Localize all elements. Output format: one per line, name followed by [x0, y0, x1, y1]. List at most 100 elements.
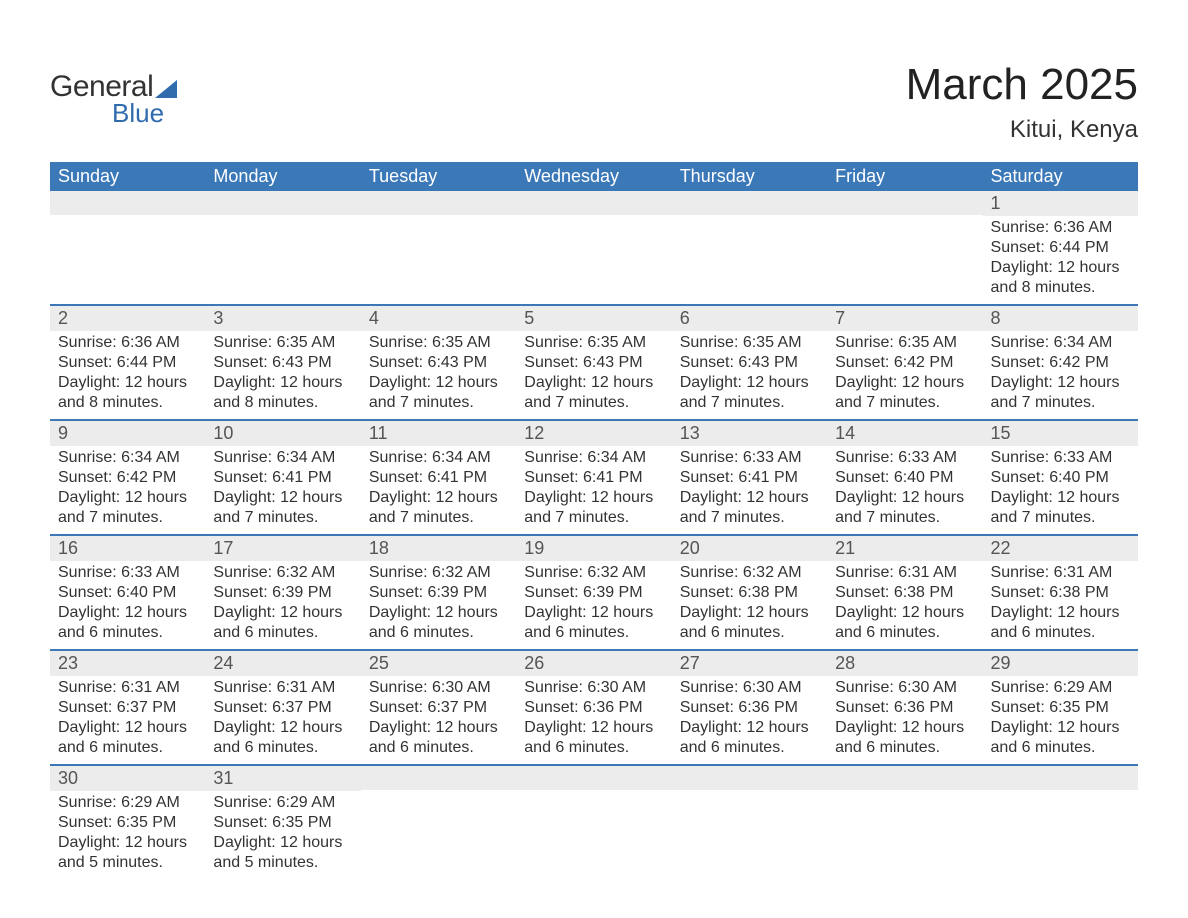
calendar-cell	[983, 765, 1138, 879]
day-body: Sunrise: 6:31 AMSunset: 6:38 PMDaylight:…	[827, 561, 982, 649]
day-number: 9	[50, 421, 205, 446]
sunrise-text: Sunrise: 6:35 AM	[524, 333, 663, 353]
sunrise-text: Sunrise: 6:29 AM	[991, 678, 1130, 698]
daylight-text: Daylight: 12 hours and 6 minutes.	[524, 718, 663, 758]
daylight-text: Daylight: 12 hours and 7 minutes.	[991, 373, 1130, 413]
sunrise-text: Sunrise: 6:35 AM	[369, 333, 508, 353]
calendar-cell: 13Sunrise: 6:33 AMSunset: 6:41 PMDayligh…	[672, 420, 827, 535]
weekday-header: Monday	[205, 162, 360, 191]
sunrise-text: Sunrise: 6:30 AM	[835, 678, 974, 698]
daylight-text: Daylight: 12 hours and 6 minutes.	[213, 718, 352, 758]
day-body: Sunrise: 6:35 AMSunset: 6:42 PMDaylight:…	[827, 331, 982, 419]
sunset-text: Sunset: 6:35 PM	[213, 813, 352, 833]
day-number: 14	[827, 421, 982, 446]
sunrise-text: Sunrise: 6:35 AM	[680, 333, 819, 353]
weekday-header: Wednesday	[516, 162, 671, 191]
sunset-text: Sunset: 6:35 PM	[991, 698, 1130, 718]
calendar-week-row: 9Sunrise: 6:34 AMSunset: 6:42 PMDaylight…	[50, 420, 1138, 535]
day-body: Sunrise: 6:29 AMSunset: 6:35 PMDaylight:…	[50, 791, 205, 879]
weekday-header: Tuesday	[361, 162, 516, 191]
day-number: 21	[827, 536, 982, 561]
daylight-text: Daylight: 12 hours and 6 minutes.	[835, 603, 974, 643]
day-number: 10	[205, 421, 360, 446]
sunset-text: Sunset: 6:43 PM	[524, 353, 663, 373]
sunrise-text: Sunrise: 6:36 AM	[991, 218, 1130, 238]
day-body: Sunrise: 6:29 AMSunset: 6:35 PMDaylight:…	[983, 676, 1138, 764]
day-body: Sunrise: 6:35 AMSunset: 6:43 PMDaylight:…	[672, 331, 827, 419]
sunset-text: Sunset: 6:40 PM	[991, 468, 1130, 488]
daylight-text: Daylight: 12 hours and 8 minutes.	[991, 258, 1130, 298]
sunset-text: Sunset: 6:36 PM	[680, 698, 819, 718]
month-title: March 2025	[906, 60, 1138, 110]
calendar-cell: 18Sunrise: 6:32 AMSunset: 6:39 PMDayligh…	[361, 535, 516, 650]
sunset-text: Sunset: 6:39 PM	[369, 583, 508, 603]
day-number-empty	[50, 191, 205, 215]
day-body: Sunrise: 6:33 AMSunset: 6:41 PMDaylight:…	[672, 446, 827, 534]
day-body: Sunrise: 6:31 AMSunset: 6:37 PMDaylight:…	[205, 676, 360, 764]
sunrise-text: Sunrise: 6:32 AM	[524, 563, 663, 583]
sunrise-text: Sunrise: 6:33 AM	[835, 448, 974, 468]
day-number: 27	[672, 651, 827, 676]
sunset-text: Sunset: 6:36 PM	[835, 698, 974, 718]
sunset-text: Sunset: 6:44 PM	[58, 353, 197, 373]
day-number: 3	[205, 306, 360, 331]
sunrise-text: Sunrise: 6:33 AM	[991, 448, 1130, 468]
daylight-text: Daylight: 12 hours and 6 minutes.	[835, 718, 974, 758]
sunrise-text: Sunrise: 6:31 AM	[835, 563, 974, 583]
day-number: 28	[827, 651, 982, 676]
day-body: Sunrise: 6:30 AMSunset: 6:36 PMDaylight:…	[516, 676, 671, 764]
calendar-cell: 15Sunrise: 6:33 AMSunset: 6:40 PMDayligh…	[983, 420, 1138, 535]
day-body-empty	[205, 215, 360, 291]
sunset-text: Sunset: 6:43 PM	[680, 353, 819, 373]
day-body: Sunrise: 6:34 AMSunset: 6:41 PMDaylight:…	[361, 446, 516, 534]
sunset-text: Sunset: 6:41 PM	[213, 468, 352, 488]
day-number-empty	[516, 191, 671, 215]
day-number-empty	[516, 766, 671, 790]
daylight-text: Daylight: 12 hours and 7 minutes.	[369, 488, 508, 528]
daylight-text: Daylight: 12 hours and 7 minutes.	[991, 488, 1130, 528]
daylight-text: Daylight: 12 hours and 5 minutes.	[213, 833, 352, 873]
daylight-text: Daylight: 12 hours and 8 minutes.	[58, 373, 197, 413]
calendar-cell	[50, 191, 205, 305]
calendar-week-row: 2Sunrise: 6:36 AMSunset: 6:44 PMDaylight…	[50, 305, 1138, 420]
day-number: 13	[672, 421, 827, 446]
sunrise-text: Sunrise: 6:32 AM	[213, 563, 352, 583]
day-number: 2	[50, 306, 205, 331]
day-body: Sunrise: 6:35 AMSunset: 6:43 PMDaylight:…	[205, 331, 360, 419]
sunset-text: Sunset: 6:43 PM	[369, 353, 508, 373]
calendar-cell: 28Sunrise: 6:30 AMSunset: 6:36 PMDayligh…	[827, 650, 982, 765]
daylight-text: Daylight: 12 hours and 5 minutes.	[58, 833, 197, 873]
sunset-text: Sunset: 6:38 PM	[835, 583, 974, 603]
sunrise-text: Sunrise: 6:32 AM	[680, 563, 819, 583]
day-number-empty	[672, 766, 827, 790]
sunrise-text: Sunrise: 6:36 AM	[58, 333, 197, 353]
calendar-cell: 4Sunrise: 6:35 AMSunset: 6:43 PMDaylight…	[361, 305, 516, 420]
calendar-week-row: 16Sunrise: 6:33 AMSunset: 6:40 PMDayligh…	[50, 535, 1138, 650]
day-number: 20	[672, 536, 827, 561]
day-number: 15	[983, 421, 1138, 446]
calendar-cell: 16Sunrise: 6:33 AMSunset: 6:40 PMDayligh…	[50, 535, 205, 650]
calendar-cell: 6Sunrise: 6:35 AMSunset: 6:43 PMDaylight…	[672, 305, 827, 420]
sunrise-text: Sunrise: 6:31 AM	[991, 563, 1130, 583]
calendar-cell	[361, 765, 516, 879]
day-body: Sunrise: 6:34 AMSunset: 6:41 PMDaylight:…	[205, 446, 360, 534]
sunset-text: Sunset: 6:42 PM	[58, 468, 197, 488]
header: General Blue March 2025 Kitui, Kenya	[50, 40, 1138, 150]
daylight-text: Daylight: 12 hours and 6 minutes.	[524, 603, 663, 643]
day-number: 18	[361, 536, 516, 561]
calendar-cell: 1Sunrise: 6:36 AMSunset: 6:44 PMDaylight…	[983, 191, 1138, 305]
daylight-text: Daylight: 12 hours and 7 minutes.	[58, 488, 197, 528]
daylight-text: Daylight: 12 hours and 6 minutes.	[213, 603, 352, 643]
day-number-empty	[827, 191, 982, 215]
daylight-text: Daylight: 12 hours and 7 minutes.	[213, 488, 352, 528]
sunset-text: Sunset: 6:42 PM	[991, 353, 1130, 373]
calendar-cell: 7Sunrise: 6:35 AMSunset: 6:42 PMDaylight…	[827, 305, 982, 420]
sunset-text: Sunset: 6:36 PM	[524, 698, 663, 718]
sunset-text: Sunset: 6:42 PM	[835, 353, 974, 373]
day-number: 23	[50, 651, 205, 676]
sunrise-text: Sunrise: 6:34 AM	[991, 333, 1130, 353]
weekday-header: Friday	[827, 162, 982, 191]
calendar-cell: 2Sunrise: 6:36 AMSunset: 6:44 PMDaylight…	[50, 305, 205, 420]
calendar-cell: 26Sunrise: 6:30 AMSunset: 6:36 PMDayligh…	[516, 650, 671, 765]
logo-word-blue: Blue	[112, 98, 164, 129]
